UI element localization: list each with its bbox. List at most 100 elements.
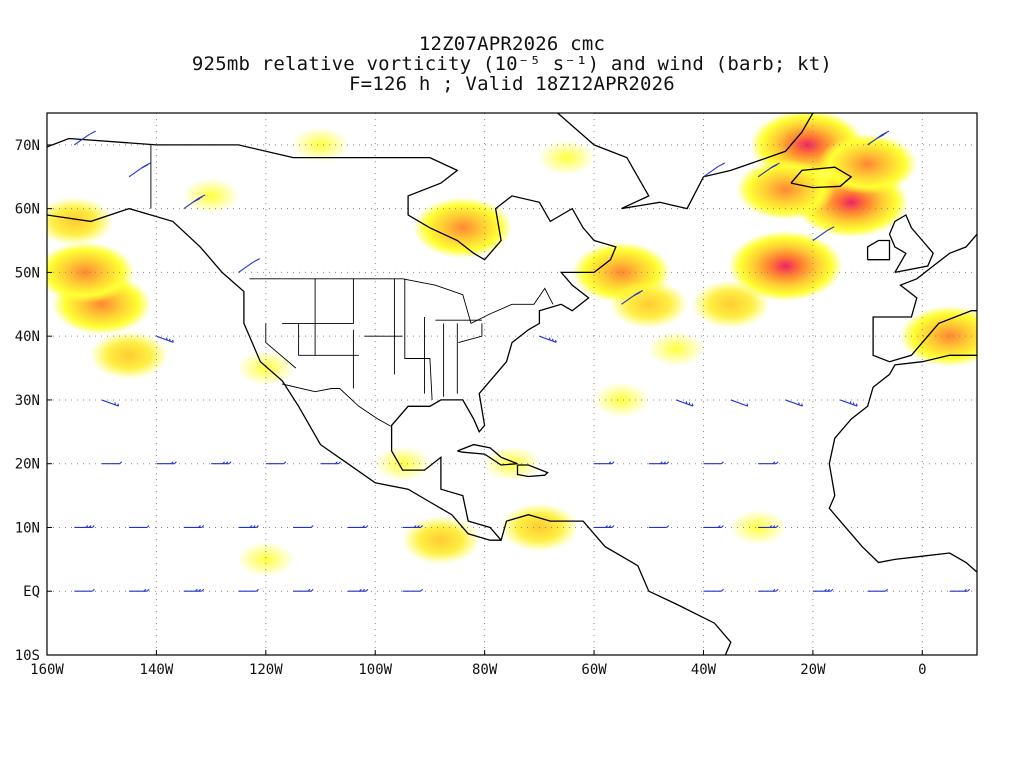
- plot-frame: [46, 112, 978, 656]
- wind-barb: [757, 162, 780, 178]
- border-path: [404, 278, 433, 400]
- wind-barb: [74, 588, 95, 592]
- wind-barb: [238, 258, 261, 273]
- wind-barb: [703, 525, 724, 529]
- wind-barb: [675, 399, 694, 407]
- wind-barb: [74, 130, 96, 146]
- wind-barb: [265, 461, 287, 465]
- wind-barb: [594, 525, 615, 529]
- lat-tick-label: 70N: [15, 138, 40, 154]
- vorticity-blob: [401, 516, 480, 565]
- wind-barb: [785, 399, 803, 407]
- wind-barb: [156, 335, 174, 343]
- vorticity-blob: [900, 305, 977, 367]
- lon-tick-label: 140W: [140, 662, 174, 678]
- lon-tick-label: 160W: [30, 662, 64, 678]
- vorticity-blob: [647, 331, 705, 367]
- border-path: [458, 323, 483, 344]
- wind-barb: [347, 588, 369, 592]
- lat-tick-label: 50N: [15, 265, 40, 281]
- lon-tick-label: 120W: [249, 662, 283, 678]
- vorticity-blob: [237, 350, 295, 386]
- wind-barb: [293, 525, 314, 529]
- coastline-path: [47, 137, 617, 541]
- wind-barb: [539, 335, 557, 343]
- vorticity-blob: [237, 541, 295, 577]
- lat-tick-label: 60N: [15, 202, 40, 218]
- wind-barb: [129, 525, 150, 529]
- vorticity-shading: [47, 113, 977, 577]
- border-path: [298, 323, 359, 356]
- border-path: [265, 323, 297, 369]
- wind-barb: [320, 461, 341, 465]
- wind-barb: [703, 588, 724, 592]
- wind-barb: [730, 399, 749, 407]
- coastline-path: [872, 233, 977, 363]
- wind-barb: [293, 588, 314, 592]
- wind-barb: [648, 461, 670, 465]
- vorticity-blob: [373, 446, 432, 482]
- lon-tick-label: 20W: [800, 662, 826, 678]
- title-line-field: 925mb relative vorticity (10⁻⁵ s⁻¹) and …: [191, 53, 833, 75]
- wind-barb: [812, 588, 834, 592]
- lon-tick-label: 60W: [581, 662, 607, 678]
- lon-tick-label: 80W: [472, 662, 498, 678]
- wind-barb: [867, 588, 888, 592]
- wind-barb: [101, 399, 120, 407]
- longitude-labels: 160W 140W 120W 100W 80W 60W 40W 20W 0: [30, 650, 927, 678]
- wind-barb: [758, 461, 779, 465]
- wind-barb: [211, 461, 232, 465]
- vorticity-blob: [413, 197, 513, 259]
- wind-barb: [949, 588, 971, 592]
- vorticity-blob: [538, 140, 596, 176]
- vorticity-blob: [90, 331, 169, 380]
- border-path: [282, 383, 391, 427]
- wind-barbs: [74, 130, 971, 592]
- map-title: 12Z07APR2026 cmc 925mb relative vorticit…: [0, 34, 1024, 94]
- coastlines: [47, 113, 977, 655]
- title-line-valid: F=126 h ; Valid 18Z12APR2026: [349, 73, 675, 95]
- wind-barb: [402, 588, 423, 592]
- vorticity-blob: [592, 382, 651, 418]
- wind-barb: [812, 226, 835, 241]
- wind-barb: [238, 588, 259, 592]
- lat-tick-label: 10N: [15, 520, 40, 536]
- title-line-run: 12Z07APR2026 cmc: [418, 33, 606, 55]
- wind-barb: [183, 588, 205, 592]
- vorticity-blob: [609, 280, 688, 329]
- lat-tick-label: EQ: [23, 584, 40, 600]
- wind-barb: [347, 525, 369, 529]
- wind-barb: [156, 461, 177, 465]
- wind-barb: [703, 461, 724, 465]
- lat-tick-label: 40N: [15, 329, 40, 345]
- lon-tick-label: 40W: [691, 662, 717, 678]
- lat-tick-label: 10S: [15, 648, 40, 664]
- coastline-path: [790, 166, 853, 189]
- vorticity-blob: [47, 197, 114, 246]
- wind-barb: [238, 525, 259, 529]
- lon-tick-label: 100W: [358, 662, 392, 678]
- latitude-labels: 70N 60N 50N 40N 30N 20N 10N EQ 10S: [15, 138, 52, 664]
- lon-tick-label: 0: [918, 662, 926, 678]
- wind-barb: [621, 290, 644, 305]
- wind-barb: [183, 525, 205, 529]
- vorticity-blob: [728, 230, 843, 302]
- wind-barb: [840, 399, 858, 407]
- lat-tick-label: 30N: [15, 393, 40, 409]
- wind-barb: [129, 588, 150, 592]
- wind-barb: [183, 194, 206, 210]
- wind-barb: [402, 525, 423, 529]
- coastline-path: [828, 354, 977, 573]
- vorticity-blob: [818, 133, 917, 195]
- wind-barb: [648, 525, 670, 529]
- lat-tick-label: 20N: [15, 457, 40, 473]
- border-path: [249, 278, 554, 325]
- coastline-path: [556, 113, 814, 210]
- wind-barb: [867, 130, 890, 146]
- wind-barb: [758, 525, 779, 529]
- border-path: [282, 278, 354, 324]
- vorticity-blob: [47, 242, 135, 303]
- wind-barb: [128, 162, 151, 178]
- wind-barb: [74, 525, 95, 529]
